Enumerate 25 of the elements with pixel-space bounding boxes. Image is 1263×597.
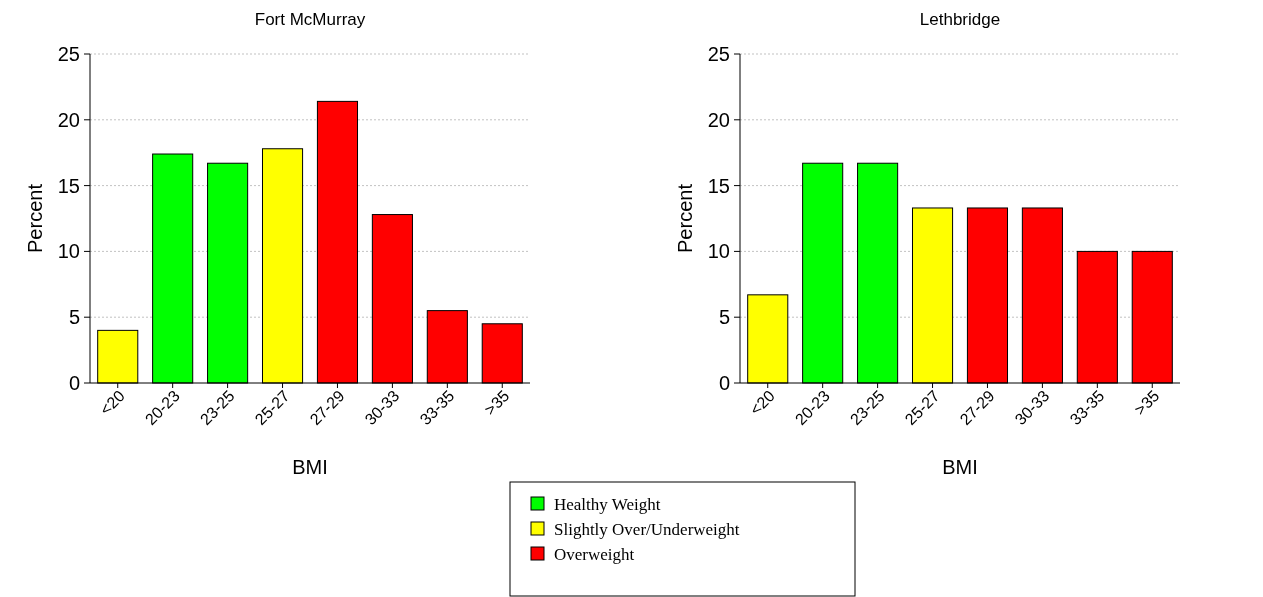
chart-title: Fort McMurray <box>254 10 366 29</box>
y-tick-label: 0 <box>68 372 80 394</box>
y-tick-label: 15 <box>707 174 730 197</box>
x-axis-title: BMI <box>292 456 328 478</box>
y-tick-label: 10 <box>57 240 80 263</box>
y-tick-label: 0 <box>718 372 730 394</box>
legend-label: Healthy Weight <box>554 494 661 514</box>
x-tick-label: >35 <box>481 387 513 419</box>
y-tick-label: 25 <box>57 43 80 65</box>
y-axis-title: Percent <box>24 183 46 253</box>
y-tick-label: 10 <box>707 240 730 263</box>
y-tick-label: 25 <box>707 43 730 65</box>
y-tick-label: 15 <box>57 174 80 197</box>
y-tick-label: 20 <box>57 108 80 131</box>
y-axis-title: Percent <box>674 183 696 253</box>
x-tick-label: <20 <box>746 387 778 419</box>
x-tick-label: >35 <box>1131 387 1163 419</box>
legend-label: Slightly Over/Underweight <box>554 519 740 539</box>
y-tick-label: 5 <box>68 306 80 329</box>
x-axis-title: BMI <box>942 456 978 478</box>
y-tick-label: 5 <box>718 306 730 329</box>
legend-label: Overweight <box>554 544 635 564</box>
y-tick-label: 20 <box>707 108 730 131</box>
chart-title: Lethbridge <box>919 10 1001 29</box>
x-tick-label: <20 <box>96 387 128 419</box>
